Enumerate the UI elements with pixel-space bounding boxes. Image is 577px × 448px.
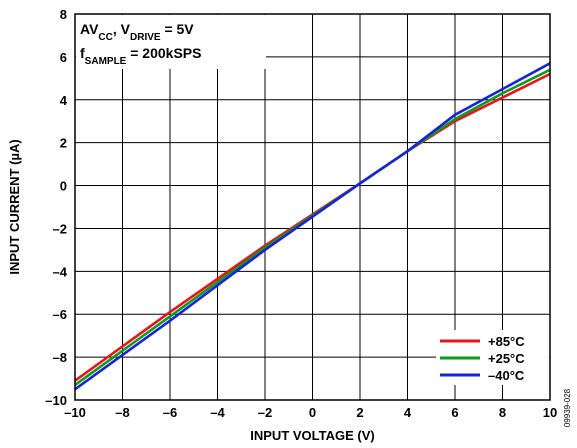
x-tick-label: –8: [115, 405, 129, 420]
y-axis-label: INPUT CURRENT (µA): [7, 139, 22, 274]
grid: [75, 14, 550, 400]
x-tick-label: 4: [404, 405, 412, 420]
annotation-supply: AVCC, VDRIVE = 5V: [80, 21, 194, 43]
annotation-box: [76, 15, 266, 69]
legend-label: –40°C: [488, 368, 525, 383]
legend-label: +85°C: [488, 334, 525, 349]
y-tick-label: –6: [53, 307, 67, 322]
x-tick-label: 0: [309, 405, 316, 420]
legend-label: +25°C: [488, 351, 525, 366]
y-tick-label: 0: [60, 179, 67, 194]
y-tick-label: –2: [53, 221, 67, 236]
x-tick-label: 10: [543, 405, 557, 420]
plot-frame: [74, 13, 551, 401]
x-tick-label: –4: [210, 405, 225, 420]
y-tick-label: 6: [60, 50, 67, 65]
x-tick-label: 6: [451, 405, 458, 420]
x-axis-label: INPUT VOLTAGE (V): [250, 428, 374, 443]
y-tick-label: –8: [53, 350, 67, 365]
y-tick-label: 2: [60, 136, 67, 151]
y-tick-label: –4: [53, 264, 68, 279]
x-tick-label: –2: [258, 405, 272, 420]
series-lines: [74, 62, 551, 391]
x-tick-label: 8: [499, 405, 506, 420]
x-tick-label: –6: [163, 405, 177, 420]
legend: +85°C +25°C –40°C: [436, 330, 549, 385]
annotation-sample-rate: fSAMPLE = 200kSPS: [80, 45, 201, 67]
tick-labels: –10 –8 –6 –4 –2 0 2 4 6 8 10 8 6 4 2 0 –2 –4 –6 –8 –10: [45, 7, 557, 420]
y-tick-label: 4: [60, 93, 68, 108]
x-tick-label: –10: [64, 405, 86, 420]
y-tick-label: –10: [45, 393, 67, 408]
series-line: [74, 62, 551, 391]
y-tick-label: 8: [60, 7, 67, 22]
annotation: AVCC, VDRIVE = 5V fSAMPLE = 200kSPS: [80, 21, 201, 67]
figure-id: 09939-028: [563, 388, 572, 427]
x-tick-label: 2: [356, 405, 363, 420]
